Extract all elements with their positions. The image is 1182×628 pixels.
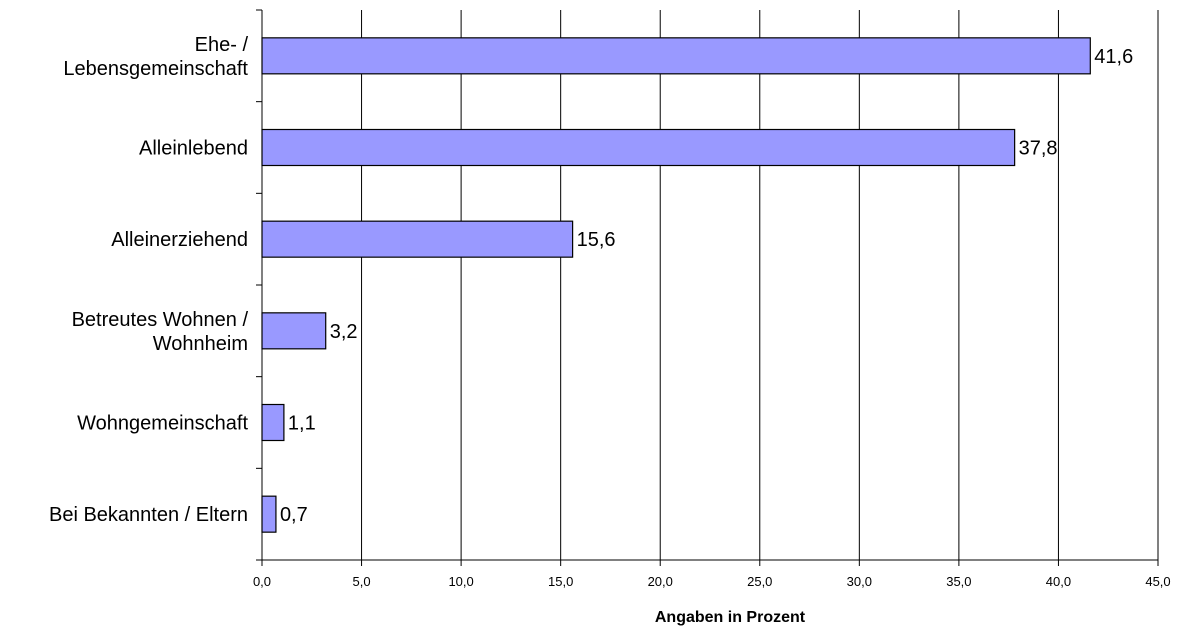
value-labels: 41,6 37,8 15,6 3,2 1,1 0,7 bbox=[280, 46, 1133, 526]
category-label-line: Wohngemeinschaft bbox=[77, 413, 248, 435]
x-axis-title: Angaben in Prozent bbox=[655, 609, 806, 626]
x-tick-label: 40,0 bbox=[1046, 574, 1071, 589]
x-tick-label: 5,0 bbox=[353, 574, 371, 589]
x-tick-label: 20,0 bbox=[648, 574, 673, 589]
x-tick-label: 35,0 bbox=[946, 574, 971, 589]
bars bbox=[261, 37, 1091, 533]
category-label: Ehe- / Lebensgemeinschaft bbox=[63, 34, 248, 80]
value-label: 1,1 bbox=[288, 413, 316, 435]
category-label-line: Ehe- / bbox=[195, 34, 249, 56]
bar bbox=[261, 312, 327, 350]
category-label-line: Betreutes Wohnen / bbox=[72, 309, 249, 331]
grid-lines bbox=[361, 10, 1159, 560]
value-label: 15,6 bbox=[577, 229, 616, 251]
category-label-line: Bei Bekannten / Eltern bbox=[49, 504, 248, 526]
bar bbox=[261, 220, 574, 258]
category-label-line: Alleinlebend bbox=[139, 138, 248, 160]
bar bbox=[261, 37, 1091, 75]
x-tick-label: 10,0 bbox=[448, 574, 473, 589]
axes bbox=[256, 9, 1159, 566]
category-label-line: Alleinerziehend bbox=[111, 229, 248, 251]
category-label: Betreutes Wohnen / Wohnheim bbox=[72, 309, 249, 355]
category-label: Alleinlebend bbox=[139, 138, 248, 160]
category-label: Alleinerziehend bbox=[111, 229, 248, 251]
bar bbox=[261, 495, 277, 533]
x-tick-labels: 0,0 5,0 10,0 15,0 20,0 25,0 30,0 35,0 40,0 45,0 bbox=[253, 574, 1171, 589]
category-label: Bei Bekannten / Eltern bbox=[49, 504, 248, 526]
category-labels: Ehe- / Lebensgemeinschaft Alleinlebend Alle… bbox=[49, 34, 248, 526]
bar bbox=[261, 128, 1016, 167]
x-tick-label: 25,0 bbox=[747, 574, 772, 589]
category-label-line: Wohnheim bbox=[153, 333, 248, 355]
x-tick-label: 15,0 bbox=[548, 574, 573, 589]
category-label: Wohngemeinschaft bbox=[77, 413, 248, 435]
x-tick-label: 45,0 bbox=[1145, 574, 1170, 589]
value-label: 41,6 bbox=[1094, 46, 1133, 68]
bar bbox=[261, 403, 285, 442]
x-tick-label: 0,0 bbox=[253, 574, 271, 589]
category-label-line: Lebensgemeinschaft bbox=[63, 58, 248, 80]
value-label: 37,8 bbox=[1019, 138, 1058, 160]
value-label: 3,2 bbox=[330, 321, 358, 343]
x-tick-label: 30,0 bbox=[847, 574, 872, 589]
value-label: 0,7 bbox=[280, 504, 308, 526]
